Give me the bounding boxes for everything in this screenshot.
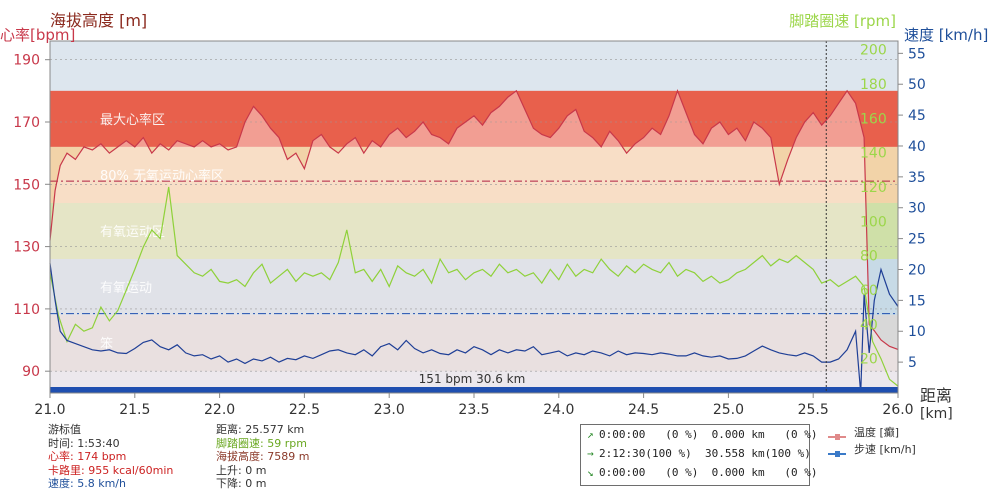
pace-line-icon: [828, 446, 846, 457]
cadence-tick-label: 60: [860, 283, 878, 299]
x-tick-label: 23.0: [374, 402, 405, 418]
zone-label: 有氧运动: [100, 281, 152, 296]
info-ascent: 上升: 0 m: [216, 463, 267, 477]
legend-label: 温度 [癫]: [854, 426, 900, 439]
info-heart-rate: 心率: 174 bpm: [48, 450, 127, 463]
hr-tick-label: 170: [13, 115, 40, 131]
right-arrow-icon: →: [587, 447, 594, 460]
speed-tick-label: 5: [908, 355, 917, 371]
cadence-line: [49, 186, 899, 387]
speed-tick-label: 25: [908, 232, 926, 248]
legend: 温度 [癫] 步速 [km/h]: [828, 424, 916, 458]
zone-band: [50, 146, 898, 203]
cadence-tick-label: 80: [860, 249, 878, 265]
x-axis-unit: [km]: [920, 406, 953, 420]
speed-axis-title: 速度 [km/h]: [904, 26, 988, 44]
info-panel-left: 游标值 时间: 1:53:40 心率: 174 bpm 卡路里: 955 kca…: [48, 423, 173, 491]
info-cursor-title: 游标值: [48, 423, 81, 436]
x-tick-label: 25.5: [798, 402, 829, 418]
info-speed: 速度: 5.8 km/h: [48, 477, 126, 490]
zone-band: [50, 202, 898, 260]
heart-rate-area: [50, 90, 898, 394]
cadence-axis-title: 脚踏圈速 [rpm]: [789, 12, 896, 30]
x-tick-label: 22.5: [289, 402, 320, 418]
x-tick-label: 23.5: [458, 402, 489, 418]
x-tick-label: 21.5: [119, 402, 150, 418]
info-distance: 距离: 25.577 km: [216, 423, 305, 436]
hr-tick-label: 90: [22, 364, 40, 380]
down-arrow-icon: ↘: [587, 466, 594, 479]
legend-label: 步速 [km/h]: [854, 443, 916, 456]
info-panel-right: 距离: 25.577 km 脚踏圈速: 59 rpm 海拔高度: 7589 m …: [216, 423, 309, 491]
legend-item-pace: 步速 [km/h]: [828, 441, 916, 458]
hr-tick-label: 150: [13, 177, 40, 193]
x-tick-label: 21.0: [34, 402, 65, 418]
heart-rate-line: [49, 89, 899, 350]
hr-tick-label: 110: [13, 302, 40, 318]
speed-tick-label: 50: [908, 77, 926, 93]
speed-line: [49, 263, 899, 394]
hr-tick-label: 190: [13, 53, 40, 69]
speed-tick-label: 55: [908, 46, 926, 62]
cadence-tick-label: 100: [860, 214, 887, 230]
zone-band: [50, 90, 898, 147]
summary-row-up: ↗ 0:00:00 (0 %) 0.000 km (0 %): [581, 425, 818, 444]
altitude-axis-title: 海拔高度 [m]: [50, 11, 147, 30]
summary-text: 0:00:00 (0 %) 0.000 km (0 %): [599, 466, 818, 479]
cadence-tick-label: 160: [860, 111, 887, 127]
x-tick-label: 24.5: [628, 402, 659, 418]
zone-label: 笨: [100, 336, 113, 352]
info-cadence: 脚踏圈速: 59 rpm: [216, 436, 307, 450]
up-arrow-icon: ↗: [587, 428, 594, 441]
speed-tick-label: 20: [908, 262, 926, 278]
cadence-tick-label: 140: [860, 146, 887, 162]
summary-row-flat: → 2:12:30(100 %) 30.558 km(100 %): [581, 444, 811, 463]
info-descent: 下降: 0 m: [216, 477, 267, 490]
summary-text: 2:12:30(100 %) 30.558 km(100 %): [599, 447, 811, 460]
x-axis-title: 距离: [920, 386, 952, 405]
cadence-tick-label: 120: [860, 180, 887, 196]
zone-band: [50, 315, 898, 372]
cadence-tick-label: 180: [860, 77, 887, 93]
speed-tick-label: 40: [908, 139, 926, 155]
speed-tick-label: 10: [908, 324, 926, 340]
x-tick-label: 24.0: [543, 402, 574, 418]
bottom-strip: [50, 387, 898, 393]
info-time: 时间: 1:53:40: [48, 436, 120, 450]
zone-label: 80% 无氧运动心率区: [100, 168, 224, 184]
zone-band: [50, 259, 898, 316]
temperature-line-icon: [828, 429, 846, 440]
heart-rate-axis-title: 心率[bpm]: [0, 26, 75, 44]
cadence-tick-label: 200: [860, 43, 887, 59]
info-altitude: 海拔高度: 7589 m: [216, 450, 310, 463]
hr-tick-label: 130: [13, 240, 40, 256]
speed-tick-label: 15: [908, 293, 926, 309]
x-tick-label: 22.0: [204, 402, 235, 418]
speed-tick-label: 45: [908, 108, 926, 124]
x-tick-label: 26.0: [882, 402, 913, 418]
cadence-tick-label: 20: [860, 352, 878, 368]
info-calories: 卡路里: 955 kcal/60min: [48, 463, 174, 477]
summary-row-down: ↘ 0:00:00 (0 %) 0.000 km (0 %): [581, 463, 818, 482]
cursor-label: 151 bpm 30.6 km: [419, 372, 526, 386]
cadence-tick-label: 40: [860, 317, 878, 333]
x-tick-label: 25.0: [713, 402, 744, 418]
legend-item-temperature: 温度 [癫]: [828, 424, 916, 441]
zone-label: 有氧运动区: [100, 225, 165, 240]
summary-text: 0:00:00 (0 %) 0.000 km (0 %): [599, 428, 818, 441]
speed-tick-label: 30: [908, 201, 926, 217]
summary-box: ↗ 0:00:00 (0 %) 0.000 km (0 %) → 2:12:30(1…: [580, 424, 818, 486]
speed-tick-label: 35: [908, 170, 926, 186]
zone-label: 最大心率区: [100, 112, 165, 128]
